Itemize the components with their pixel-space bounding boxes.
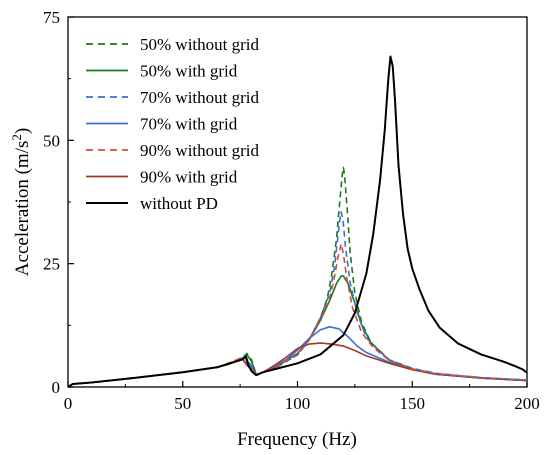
series-lines <box>67 55 528 388</box>
legend-label: 50% without grid <box>140 35 259 54</box>
series-line <box>67 211 528 388</box>
x-tick-label: 0 <box>64 394 73 413</box>
legend-label: without PD <box>140 194 218 213</box>
x-tick-label: 50 <box>174 394 191 413</box>
y-axis-title-sup: 2 <box>9 134 24 141</box>
series-line <box>67 166 528 388</box>
legend-label: 70% with grid <box>140 115 238 134</box>
y-tick-label: 25 <box>43 255 60 274</box>
legend-label: 50% with grid <box>140 62 238 81</box>
plot-frame <box>67 16 528 388</box>
y-axis-title: Acceleration (m/s2) <box>9 128 33 276</box>
x-tick-label: 100 <box>285 394 311 413</box>
series-line <box>67 55 528 388</box>
legend: 50% without grid 50% with grid 70% without… <box>86 35 259 213</box>
legend-label: 90% without grid <box>140 141 259 160</box>
legend-label: 70% without grid <box>140 88 259 107</box>
y-axis-title-base: Acceleration (m/s <box>12 141 33 277</box>
y-tick-label: 0 <box>52 378 61 397</box>
x-tick-label: 200 <box>514 394 540 413</box>
x-axis-title: Frequency (Hz) <box>237 429 357 450</box>
y-tick-label: 75 <box>43 8 60 27</box>
series-line <box>67 275 528 388</box>
y-axis-title-tail: ) <box>12 128 33 134</box>
x-tick-label: 150 <box>400 394 426 413</box>
series-line <box>67 243 528 388</box>
y-axis-ticks: 0 25 50 75 <box>43 8 74 397</box>
x-axis-ticks: 0 50 100 150 200 <box>64 381 540 413</box>
y-tick-label: 50 <box>43 131 60 150</box>
legend-label: 90% with grid <box>140 168 238 187</box>
